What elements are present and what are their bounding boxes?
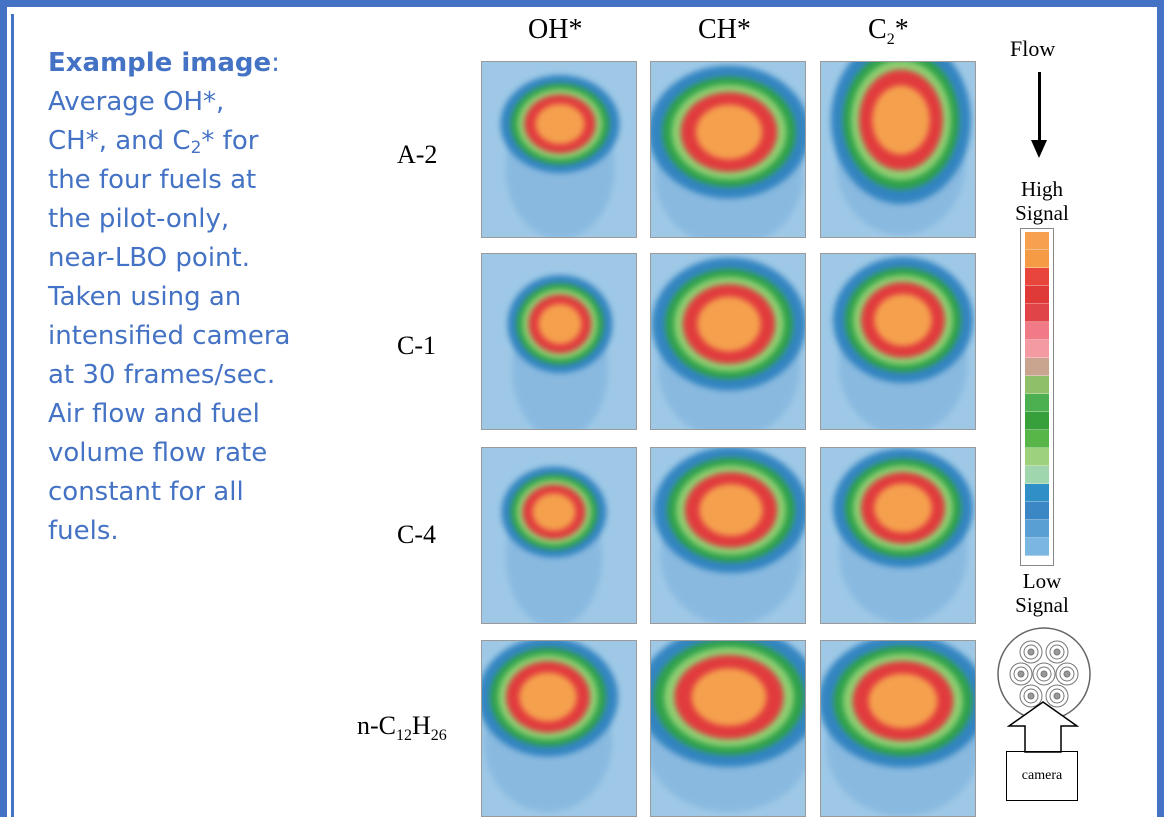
- colorbar-segment: [1025, 484, 1049, 502]
- colorbar-segment: [1025, 466, 1049, 484]
- colorbar-segment: [1025, 430, 1049, 448]
- row-label-c1: C-1: [397, 331, 436, 360]
- colorbar-segment: [1025, 394, 1049, 412]
- flame-image-c4-c2: [820, 447, 976, 624]
- flame-image-c4-ch: [650, 447, 806, 624]
- high-signal-label: High Signal: [1015, 177, 1069, 225]
- row-label-c4: C-4: [397, 520, 436, 549]
- injector-schematic-icon: [997, 627, 1091, 721]
- column-header-oh: OH*: [528, 14, 583, 45]
- camera-box: camera: [1006, 751, 1078, 801]
- flame-image-a2-ch: [650, 61, 806, 238]
- flame-image-a2-c2: [820, 61, 976, 238]
- flame-image-c1-c2: [820, 253, 976, 430]
- colorbar-segment: [1025, 376, 1049, 394]
- row-label-n-dodecane: n-C12H26: [357, 711, 447, 744]
- camera-arrow-icon: [1006, 701, 1080, 753]
- flame-image-a2-oh: [481, 61, 637, 238]
- colorbar-segment: [1025, 412, 1049, 430]
- caption-title: Example image: [48, 48, 272, 78]
- column-header-ch: CH*: [698, 14, 751, 45]
- colorbar-segment: [1025, 304, 1049, 322]
- flame-image-c1-ch: [650, 253, 806, 430]
- slide-inner-border: [11, 14, 14, 817]
- colorbar-segment: [1025, 502, 1049, 520]
- colorbar-segment: [1025, 250, 1049, 268]
- flow-label: Flow: [1010, 36, 1056, 61]
- row-label-a2: A-2: [397, 140, 438, 169]
- flame-image-c4-oh: [481, 447, 637, 624]
- colorbar-segment: [1025, 268, 1049, 286]
- flame-image-n-dodecane-oh: [481, 640, 637, 817]
- colorbar-segment: [1025, 322, 1049, 340]
- flow-arrow-icon: [1038, 72, 1041, 142]
- colorbar: [1020, 228, 1054, 566]
- flame-image-n-dodecane-c2: [820, 640, 976, 817]
- caption-text: Example image: Average OH*, CH*, and C2*…: [48, 48, 291, 546]
- colorbar-segment: [1025, 520, 1049, 538]
- flame-image-n-dodecane-ch: [650, 640, 806, 817]
- colorbar-segment: [1025, 232, 1049, 250]
- low-signal-label: Low Signal: [1015, 569, 1069, 617]
- colorbar-segment: [1025, 538, 1049, 556]
- colorbar-segment: [1025, 340, 1049, 358]
- colorbar-segment: [1025, 358, 1049, 376]
- colorbar-segment: [1025, 448, 1049, 466]
- flame-image-c1-oh: [481, 253, 637, 430]
- column-header-c2: C2*: [868, 14, 909, 48]
- flow-arrow-head-icon: [1031, 140, 1047, 158]
- colorbar-segment: [1025, 286, 1049, 304]
